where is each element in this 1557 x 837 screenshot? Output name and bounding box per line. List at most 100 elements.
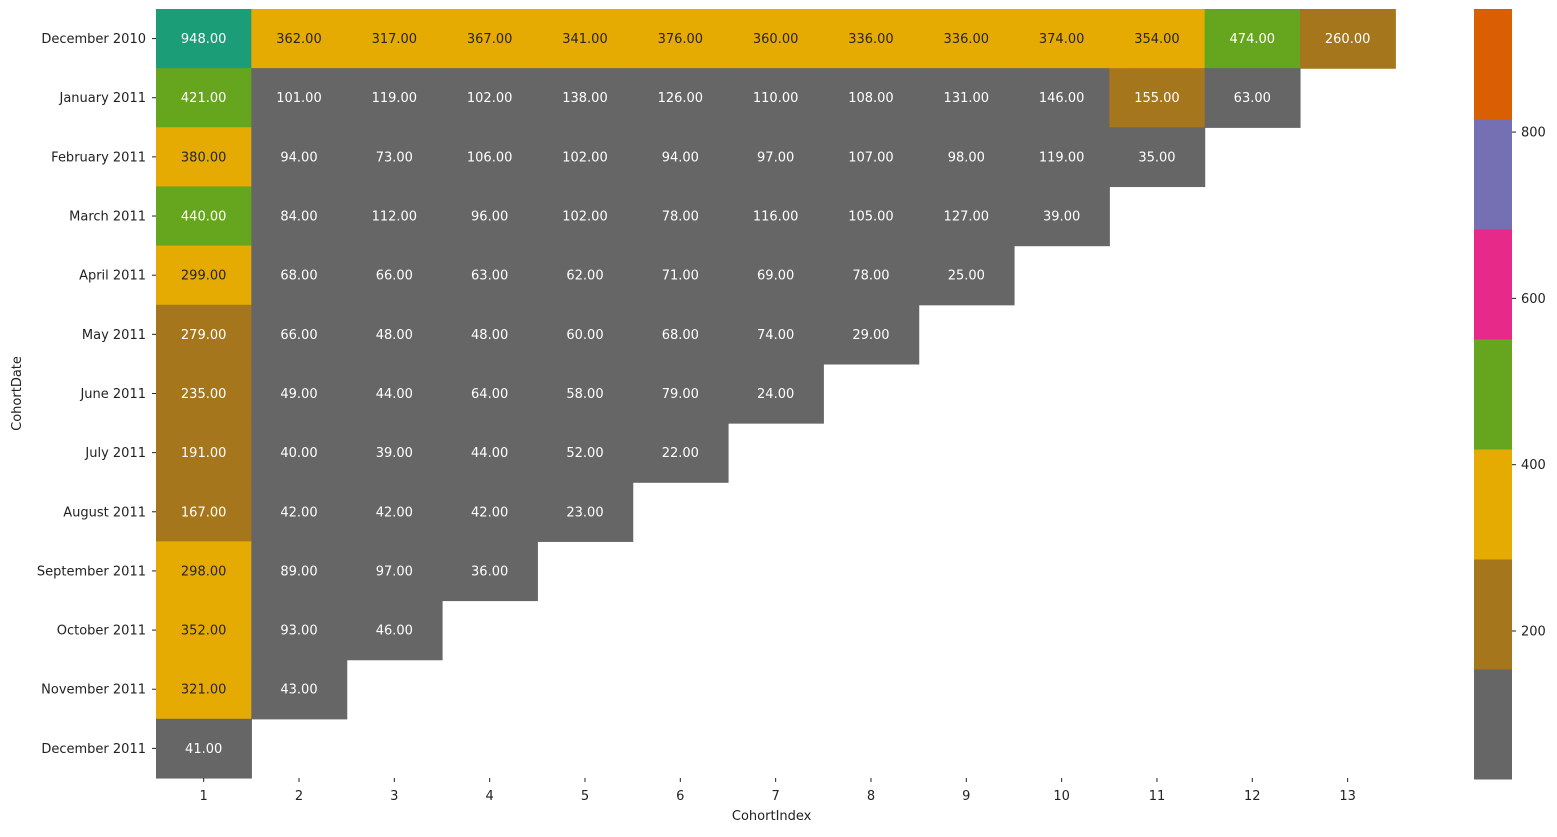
x-axis-ticks: 1 2 3 4 5 6 7 8 9 10 11 12 13 [200, 777, 1356, 804]
cell-value-label: 60.00 [566, 328, 603, 343]
cell-value-label: 235.00 [181, 387, 227, 402]
heatmap-cell [727, 304, 824, 365]
cell-value-label: 279.00 [181, 328, 227, 343]
cell-value-label: 43.00 [280, 683, 317, 698]
colorbar-segment [1474, 9, 1512, 120]
cell-value-label: 94.00 [662, 150, 699, 165]
heatmap-cell [823, 304, 920, 365]
cell-value-label: 102.00 [562, 210, 608, 225]
cell-value-label: 36.00 [471, 564, 508, 579]
cell-value-label: 440.00 [181, 210, 227, 225]
cell-value-label: 380.00 [181, 150, 227, 165]
cell-value-label: 42.00 [376, 505, 413, 520]
cell-value-label: 63.00 [1234, 91, 1271, 106]
cell-value-label: 71.00 [662, 269, 699, 284]
cell-value-label: 146.00 [1039, 91, 1085, 106]
cell-value-label: 131.00 [944, 91, 990, 106]
heatmap-cell [727, 245, 824, 306]
cell-value-label: 127.00 [944, 210, 990, 225]
heatmap-cell [156, 245, 252, 306]
cell-value-label: 46.00 [376, 624, 413, 639]
heatmap-cell [441, 482, 538, 542]
colorbar-segment [1474, 448, 1512, 560]
heatmap-cell [156, 423, 252, 483]
heatmap-cell [441, 245, 538, 306]
cell-value-label: 299.00 [181, 269, 227, 284]
cell-value-label: 421.00 [181, 91, 227, 106]
heatmap-cells [156, 9, 1396, 779]
heatmap-cell [632, 68, 729, 128]
heatmap-cell [156, 482, 252, 542]
heatmap-cell [1109, 127, 1206, 188]
cell-value-label: 23.00 [566, 505, 603, 520]
heatmap-cell [727, 9, 824, 69]
heatmap-cell [251, 304, 348, 365]
cell-value-label: 39.00 [1043, 210, 1080, 225]
cell-value-label: 321.00 [181, 683, 227, 698]
y-axis-title: CohortDate [10, 356, 25, 431]
heatmap-cell [156, 127, 252, 188]
cell-value-label: 110.00 [753, 91, 799, 106]
cell-value-label: 78.00 [852, 269, 889, 284]
cell-value-label: 66.00 [280, 328, 317, 343]
x-tick-label: 2 [295, 789, 303, 804]
heatmap-cell [632, 245, 729, 306]
heatmap-cell [346, 245, 443, 306]
heatmap-cell [632, 363, 729, 424]
heatmap-cell [441, 541, 538, 602]
cell-value-label: 367.00 [467, 32, 513, 47]
cell-value-label: 374.00 [1039, 32, 1085, 47]
cell-value-label: 106.00 [467, 150, 513, 165]
heatmap-cell [537, 245, 634, 306]
cell-value-label: 68.00 [662, 328, 699, 343]
cell-value-label: 42.00 [471, 505, 508, 520]
cell-value-label: 79.00 [662, 387, 699, 402]
cell-value-label: 48.00 [471, 328, 508, 343]
cell-value-label: 94.00 [280, 150, 317, 165]
cell-value-label: 341.00 [562, 32, 608, 47]
colorbar-segment [1474, 668, 1512, 780]
heatmap-cell [251, 659, 348, 720]
cell-value-label: 69.00 [757, 269, 794, 284]
heatmap-cell [1013, 9, 1110, 69]
heatmap-cell [346, 541, 443, 602]
cell-value-label: 98.00 [948, 150, 985, 165]
heatmap-cell [346, 423, 443, 483]
y-axis-ticks: December 2010 January 2011 February 2011 Ma… [37, 32, 156, 757]
heatmap-cell [1109, 9, 1206, 69]
cell-value-label: 97.00 [757, 150, 794, 165]
y-tick-label: February 2011 [51, 150, 146, 165]
heatmap-cell [346, 9, 443, 69]
cell-value-label: 336.00 [944, 32, 990, 47]
heatmap-cell [156, 659, 252, 720]
cell-value-label: 362.00 [276, 32, 322, 47]
cell-value-label: 48.00 [376, 328, 413, 343]
colorbar-tick-label: 400 [1521, 458, 1546, 473]
heatmap-cell [441, 186, 538, 247]
heatmap-cell [918, 186, 1015, 247]
heatmap-cell [441, 304, 538, 365]
cell-value-label: 68.00 [280, 269, 317, 284]
y-tick-label: November 2011 [41, 683, 146, 698]
cell-value-label: 116.00 [753, 210, 799, 225]
cell-value-label: 41.00 [185, 742, 222, 757]
cell-value-label: 191.00 [181, 446, 227, 461]
y-tick-label: January 2011 [59, 91, 147, 106]
y-tick-label: March 2011 [69, 210, 146, 225]
heatmap-cell [1204, 68, 1301, 128]
heatmap-cell [1013, 127, 1110, 188]
heatmap-cell [823, 127, 920, 188]
heatmap-cell [1204, 9, 1301, 69]
heatmap-cell [918, 9, 1015, 69]
cell-value-label: 89.00 [280, 564, 317, 579]
cell-value-label: 66.00 [376, 269, 413, 284]
heatmap-cell [346, 186, 443, 247]
cell-value-label: 74.00 [757, 328, 794, 343]
heatmap-cell [537, 68, 634, 128]
y-tick-label: December 2011 [41, 742, 146, 757]
heatmap-cell [251, 9, 348, 69]
cell-value-label: 260.00 [1325, 32, 1371, 47]
heatmap-cell [537, 363, 634, 424]
cell-value-label: 64.00 [471, 387, 508, 402]
